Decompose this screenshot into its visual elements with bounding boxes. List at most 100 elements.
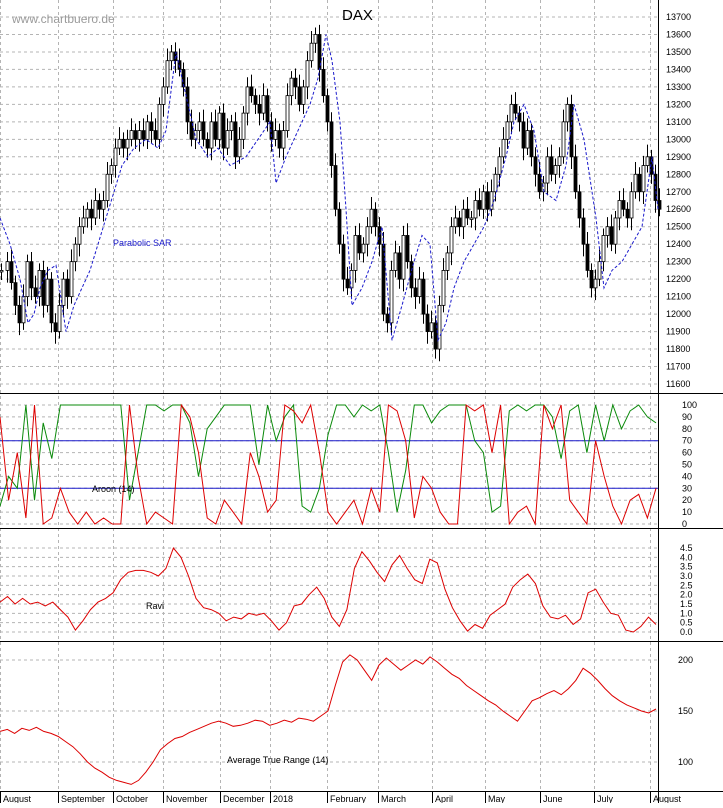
price-bar-body bbox=[125, 138, 130, 149]
price-bar-body bbox=[657, 200, 662, 210]
price-bar-body bbox=[293, 77, 298, 88]
price-tick-label: 11900 bbox=[666, 327, 690, 337]
price-bar-body bbox=[313, 34, 318, 44]
price-bar-body bbox=[537, 173, 542, 193]
price-bar-body bbox=[109, 165, 114, 175]
price-bar-body bbox=[225, 130, 230, 149]
x-tick-label: September bbox=[61, 794, 105, 803]
price-bar-body bbox=[393, 252, 398, 271]
price-bar-body bbox=[433, 322, 438, 350]
price-tick-label: 12100 bbox=[666, 292, 691, 302]
price-bar-body bbox=[569, 103, 574, 158]
price-bar-body bbox=[485, 191, 490, 210]
atr-tick-label: 150 bbox=[678, 706, 693, 716]
price-bar-body bbox=[261, 95, 266, 114]
ravi-label: Ravi bbox=[146, 601, 165, 611]
price-bar-body bbox=[117, 138, 122, 149]
price-bar-body bbox=[617, 200, 622, 219]
price-bar-body bbox=[329, 121, 334, 166]
price-bar-body bbox=[509, 103, 514, 123]
sar-label: Parabolic SAR bbox=[113, 238, 172, 248]
price-tick-label: 13500 bbox=[666, 47, 691, 57]
price-bar-body bbox=[85, 208, 90, 219]
ravi-tick-label: 4.5 bbox=[680, 543, 693, 553]
price-tick-label: 13300 bbox=[666, 82, 691, 92]
price-bar-body bbox=[369, 208, 374, 228]
price-bar-body bbox=[201, 121, 206, 140]
price-bar-body bbox=[249, 86, 254, 97]
price-tick-label: 13000 bbox=[666, 134, 691, 144]
price-bar-body bbox=[13, 282, 18, 306]
price-bar-body bbox=[289, 77, 294, 97]
price-bar-body bbox=[237, 138, 242, 158]
price-tick-label: 11600 bbox=[666, 379, 690, 389]
price-bar-body bbox=[213, 121, 218, 140]
price-tick-label: 13200 bbox=[666, 99, 691, 109]
x-tick-label: June bbox=[543, 794, 563, 803]
price-tick-label: 12400 bbox=[666, 239, 691, 249]
price-tick-label: 13100 bbox=[666, 117, 691, 127]
price-bar-body bbox=[481, 191, 486, 210]
x-tick-label: March bbox=[381, 794, 406, 803]
sar-line bbox=[0, 34, 659, 343]
price-bar-body bbox=[605, 226, 610, 236]
grid-layer bbox=[0, 0, 658, 791]
price-bar-body bbox=[245, 86, 250, 114]
price-bar-body bbox=[561, 121, 566, 158]
aroon-tick-label: 20 bbox=[682, 495, 692, 505]
price-bar-body bbox=[613, 217, 618, 245]
ravi-tick-label: 1.5 bbox=[680, 599, 693, 609]
price-bar-body bbox=[0, 270, 4, 273]
price-bar-body bbox=[325, 95, 330, 123]
ravi-tick-label: 1.0 bbox=[680, 608, 693, 618]
price-bar-body bbox=[89, 208, 94, 219]
price-tick-label: 12900 bbox=[666, 152, 691, 162]
price-bar-body bbox=[121, 138, 126, 149]
price-bar-body bbox=[577, 191, 582, 219]
aroon-tick-label: 100 bbox=[682, 400, 697, 410]
price-bar-body bbox=[273, 130, 278, 140]
price-bar-body bbox=[77, 226, 82, 245]
x-tick-label: 2018 bbox=[273, 794, 293, 803]
price-bar-body bbox=[593, 278, 598, 289]
price-bar-body bbox=[513, 103, 518, 114]
price-bar-body bbox=[5, 261, 10, 271]
aroon-tick-label: 40 bbox=[682, 471, 692, 481]
price-bar-body bbox=[37, 270, 42, 298]
atr-label: Average True Range (14) bbox=[227, 755, 329, 765]
price-bar-body bbox=[25, 261, 30, 298]
price-bar-body bbox=[45, 278, 50, 306]
price-bar-body bbox=[97, 200, 102, 210]
price-tick-label: 12800 bbox=[666, 169, 691, 179]
price-bar-body bbox=[337, 208, 342, 245]
price-bar-body bbox=[165, 60, 170, 88]
price-bar-body bbox=[221, 112, 226, 149]
x-tick-label: December bbox=[223, 794, 265, 803]
price-bar-body bbox=[345, 278, 350, 289]
price-bar-body bbox=[161, 86, 166, 105]
price-bar-body bbox=[49, 278, 54, 324]
price-bar-body bbox=[601, 235, 606, 263]
price-bar-body bbox=[357, 235, 362, 254]
price-bar-body bbox=[453, 217, 458, 228]
price-bar-body bbox=[101, 200, 106, 210]
price-bar-body bbox=[265, 95, 270, 123]
price-tick-label: 11800 bbox=[666, 344, 690, 354]
ravi-tick-label: 0.5 bbox=[680, 618, 693, 628]
price-bar-body bbox=[405, 235, 410, 263]
price-bar-body bbox=[361, 243, 366, 254]
price-bar-body bbox=[449, 226, 454, 254]
price-bar-body bbox=[565, 103, 570, 123]
price-bar-body bbox=[137, 130, 142, 140]
price-bar-body bbox=[441, 270, 446, 306]
price-bar-body bbox=[205, 138, 210, 149]
price-bar-body bbox=[169, 51, 174, 62]
price-bar-body bbox=[377, 226, 382, 245]
price-bar-body bbox=[353, 235, 358, 271]
x-tick-label: July bbox=[597, 794, 614, 803]
price-bar-body bbox=[365, 226, 370, 245]
aroon-tick-label: 80 bbox=[682, 424, 692, 434]
price-bar-body bbox=[209, 121, 214, 149]
ravi-line bbox=[0, 547, 657, 633]
